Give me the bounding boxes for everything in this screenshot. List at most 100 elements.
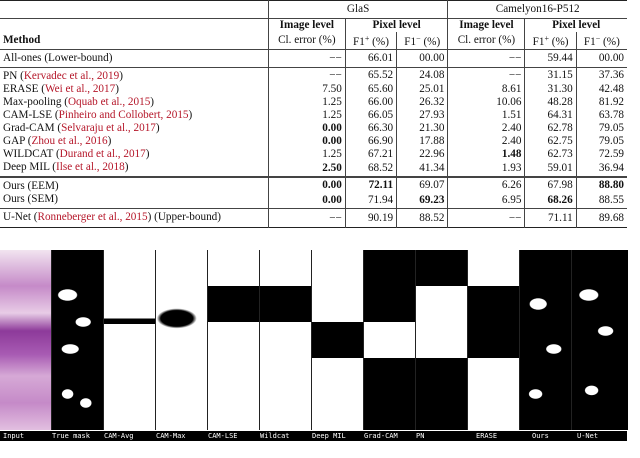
citation-link[interactable]: Kervadec et al., 2019 bbox=[23, 70, 120, 82]
citation-link[interactable]: Zhou et al., 2016 bbox=[31, 135, 108, 147]
method-name: Ours (SEM) bbox=[3, 193, 59, 205]
blank-header bbox=[0, 1, 268, 19]
cell: 1.51 bbox=[447, 109, 525, 122]
cell: −− bbox=[267, 208, 346, 228]
method-name: ERASE bbox=[3, 83, 39, 95]
method-name: PN bbox=[3, 70, 18, 82]
cell: 66.00 bbox=[344, 96, 397, 109]
citation-link[interactable]: Ronneberger et al., 2015 bbox=[37, 211, 148, 223]
caption-label: CAM-Avg bbox=[104, 432, 134, 440]
citation-link[interactable]: Oquab et al., 2015 bbox=[67, 96, 151, 108]
cell: 1.25 bbox=[267, 109, 346, 122]
cell: 64.31 bbox=[524, 109, 577, 122]
cell: 1.25 bbox=[267, 96, 346, 109]
cell: 59.44 bbox=[524, 49, 577, 68]
glas-cl-error-header: Cl. error (%) bbox=[267, 32, 346, 50]
cell: 7.50 bbox=[267, 83, 346, 96]
glas-pixel-level-header: Pixel level bbox=[344, 18, 448, 32]
segmentation-figure bbox=[0, 250, 628, 430]
cell: 65.52 bbox=[344, 67, 397, 83]
cell: 1.93 bbox=[447, 161, 525, 177]
true-mask-column bbox=[51, 250, 104, 430]
citation-link[interactable]: Selvaraju et al., 2017 bbox=[61, 122, 156, 134]
cam-pixel-level-header: Pixel level bbox=[524, 18, 627, 32]
cell: 2.40 bbox=[447, 122, 525, 135]
cell: 27.93 bbox=[396, 109, 448, 122]
caption-label: Ours bbox=[532, 432, 549, 440]
deep-mil-column bbox=[311, 250, 364, 430]
figure-caption-bar: Input True mask CAM-Avg CAM-Max CAM-LSE … bbox=[0, 431, 627, 441]
pn-column bbox=[415, 250, 468, 430]
cell: 62.75 bbox=[524, 135, 577, 148]
table-row: Deep MIL (Ilse et al., 2018) 2.50 68.52 … bbox=[0, 161, 627, 177]
caption-label: Deep MIL bbox=[312, 432, 346, 440]
citation-link[interactable]: Wei et al., 2017 bbox=[44, 83, 116, 95]
method-name: Ours (EEM) bbox=[3, 180, 59, 192]
cell: 37.36 bbox=[575, 67, 627, 83]
table-row: Max-pooling (Oquab et al., 2015) 1.25 66… bbox=[0, 96, 627, 109]
cam-f1-minus-header: F1− (%) bbox=[575, 32, 627, 50]
citation-link[interactable]: Pinheiro and Collobert, 2015 bbox=[58, 109, 189, 121]
citation-link[interactable]: Durand et al., 2017 bbox=[59, 148, 146, 160]
cell: 68.26 bbox=[524, 193, 577, 209]
cell: 0.00 bbox=[267, 193, 346, 209]
cell: 69.07 bbox=[396, 177, 448, 193]
cell: 0.00 bbox=[267, 122, 346, 135]
cell: 88.55 bbox=[575, 193, 627, 209]
table-row: ERASE (Wei et al., 2017) 7.50 65.60 25.0… bbox=[0, 83, 627, 96]
cell: 10.06 bbox=[447, 96, 525, 109]
citation-link[interactable]: Ilse et al., 2018 bbox=[56, 161, 125, 173]
cell: −− bbox=[267, 67, 346, 83]
cell: 62.78 bbox=[524, 122, 577, 135]
method-suffix: (Upper-bound) bbox=[151, 211, 222, 223]
glas-image-level-header: Image level bbox=[267, 18, 346, 32]
cell: 21.30 bbox=[396, 122, 448, 135]
cam-max-column bbox=[155, 250, 208, 430]
u-net-column bbox=[571, 250, 628, 430]
caption-label: True mask bbox=[52, 432, 90, 440]
cell: −− bbox=[267, 49, 346, 68]
cam-cl-error-header: Cl. error (%) bbox=[447, 32, 525, 50]
grad-cam-column bbox=[363, 250, 416, 430]
caption-label: Input bbox=[3, 432, 25, 440]
cell: 89.68 bbox=[575, 208, 627, 228]
cell: 66.90 bbox=[344, 135, 397, 148]
cell: 0.00 bbox=[267, 135, 346, 148]
erase-column bbox=[467, 250, 520, 430]
ours-column bbox=[519, 250, 572, 430]
cell: 00.00 bbox=[575, 49, 627, 68]
cell: 2.40 bbox=[447, 135, 525, 148]
method-name: Deep MIL bbox=[3, 161, 50, 173]
cell: 90.19 bbox=[344, 208, 397, 228]
method-name: GAP bbox=[3, 135, 25, 147]
cell: 8.61 bbox=[447, 83, 525, 96]
method-name: WILDCAT bbox=[3, 148, 54, 160]
caption-label: U-Net bbox=[577, 432, 599, 440]
cell: 31.30 bbox=[524, 83, 577, 96]
table-row: Ours (EEM) 0.00 72.11 69.07 6.26 67.98 8… bbox=[0, 177, 627, 193]
cell: 22.96 bbox=[396, 148, 448, 161]
cell: 6.95 bbox=[447, 193, 525, 209]
table-row: Grad-CAM (Selvaraju et al., 2017) 0.00 6… bbox=[0, 122, 627, 135]
cell: 17.88 bbox=[396, 135, 448, 148]
table-row: Ours (SEM) 0.00 71.94 69.23 6.95 68.26 8… bbox=[0, 193, 627, 209]
cam-image-level-header: Image level bbox=[447, 18, 525, 32]
cell: 59.01 bbox=[524, 161, 577, 177]
cell: 72.11 bbox=[344, 177, 397, 193]
cell: 88.80 bbox=[575, 177, 627, 193]
cell: 36.94 bbox=[575, 161, 627, 177]
cam-f1-plus-header: F1+ (%) bbox=[524, 32, 577, 50]
cell: 79.05 bbox=[575, 135, 627, 148]
input-column bbox=[0, 250, 51, 430]
method-name: Max-pooling bbox=[3, 96, 62, 108]
cell: 79.05 bbox=[575, 122, 627, 135]
method-header: Method bbox=[3, 34, 41, 46]
cell: 00.00 bbox=[396, 49, 448, 68]
cell: 2.50 bbox=[267, 161, 346, 177]
caption-label: Grad-CAM bbox=[364, 432, 398, 440]
cell: 25.01 bbox=[396, 83, 448, 96]
cam-avg-column bbox=[103, 250, 156, 430]
glas-f1-plus-header: F1+ (%) bbox=[344, 32, 397, 50]
cell: 48.28 bbox=[524, 96, 577, 109]
cell: 66.05 bbox=[344, 109, 397, 122]
